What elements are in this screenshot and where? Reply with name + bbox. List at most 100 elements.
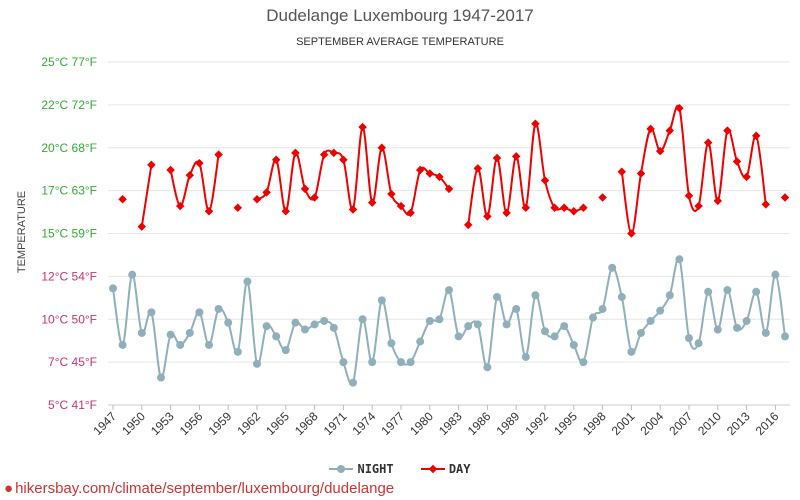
day-point	[204, 206, 214, 216]
night-point	[733, 323, 741, 332]
night-point	[713, 325, 722, 334]
map-pin-icon: ●	[4, 480, 14, 497]
day-point	[262, 188, 271, 197]
night-point	[464, 322, 473, 331]
day-point	[367, 198, 377, 207]
x-tick-label: 1995	[551, 409, 580, 438]
night-point	[272, 332, 281, 341]
x-tick-label: 1959	[206, 409, 235, 438]
day-point	[559, 203, 569, 213]
x-tick-label: 2004	[638, 409, 667, 438]
night-point	[637, 328, 645, 337]
night-point	[128, 270, 137, 279]
night-point	[521, 352, 530, 361]
day-point	[483, 212, 492, 221]
source-link[interactable]: ● hikersbay.com/climate/september/luxembo…	[4, 480, 394, 497]
night-point	[301, 325, 309, 334]
x-tick-label: 1977	[378, 409, 407, 438]
night-point	[502, 320, 511, 329]
day-point	[435, 172, 444, 182]
day-point	[569, 206, 579, 216]
night-point	[473, 320, 482, 329]
x-tick-label: 1992	[522, 409, 551, 438]
night-point	[339, 358, 348, 367]
day-point	[166, 165, 175, 175]
night-point	[608, 263, 617, 272]
x-tick-label: 1953	[148, 409, 177, 438]
day-point	[358, 122, 367, 132]
night-point	[147, 308, 156, 317]
night-point	[387, 339, 396, 348]
night-point	[569, 340, 578, 349]
x-tick-label: 1965	[263, 409, 292, 438]
night-point	[685, 334, 693, 343]
night-point	[531, 291, 540, 300]
night-point	[137, 328, 146, 337]
night-point	[291, 318, 300, 327]
night-point	[445, 286, 453, 295]
night-point	[627, 347, 636, 356]
day-series-line	[620, 104, 767, 235]
night-point	[598, 304, 607, 313]
night-point	[118, 340, 127, 349]
day-point	[550, 203, 559, 213]
day-series-line	[256, 126, 450, 216]
night-point	[185, 328, 194, 337]
night-point	[512, 304, 521, 313]
x-tick-label: 2010	[695, 409, 724, 438]
x-tick-label: 1989	[494, 409, 523, 438]
night-point	[454, 332, 463, 341]
legend-label-day: DAY	[448, 462, 471, 476]
night-point	[368, 358, 377, 367]
x-tick-label: 1986	[465, 409, 494, 438]
y-tick-label: 17°C 63°F	[41, 184, 97, 198]
day-point	[319, 150, 329, 159]
day-point	[684, 191, 694, 201]
day-point	[713, 196, 723, 206]
day-point	[425, 169, 435, 178]
night-point	[281, 346, 290, 355]
day-point	[348, 205, 358, 214]
night-point	[406, 358, 415, 367]
day-point	[175, 201, 185, 211]
day-point	[502, 208, 511, 218]
night-point	[704, 287, 713, 296]
legend-item-day[interactable]: DAY	[420, 462, 471, 476]
night-point	[483, 363, 492, 372]
x-tick-label: 2013	[724, 409, 753, 438]
night-point	[329, 323, 338, 332]
day-point	[118, 194, 127, 204]
legend-label-night: NIGHT	[357, 462, 394, 476]
legend-item-night[interactable]: NIGHT	[329, 462, 394, 476]
night-point	[109, 284, 117, 293]
day-point	[473, 164, 483, 173]
x-tick-label: 1950	[119, 409, 148, 438]
night-point	[579, 358, 588, 367]
night-point	[233, 347, 242, 356]
night-point	[617, 292, 626, 301]
x-tick-label: 1983	[436, 409, 465, 438]
day-point	[780, 193, 790, 202]
night-point	[358, 315, 367, 324]
night-point	[541, 327, 549, 336]
x-tick-label: 1962	[234, 409, 263, 438]
x-tick-label: 2016	[753, 409, 782, 438]
day-point	[492, 153, 502, 163]
x-tick-label: 1947	[90, 409, 119, 438]
y-tick-label: 25°C 77°F	[41, 55, 97, 69]
day-point	[579, 203, 588, 213]
night-point	[771, 270, 780, 279]
night-point	[425, 316, 434, 325]
night-point	[397, 358, 405, 367]
day-point	[598, 193, 607, 202]
night-point	[550, 332, 559, 341]
night-point	[166, 330, 175, 339]
day-point	[521, 203, 531, 213]
night-point	[742, 316, 751, 325]
night-line-icon	[329, 465, 354, 473]
day-point	[271, 155, 281, 164]
night-point	[157, 373, 165, 382]
day-line-icon	[420, 464, 445, 474]
night-point	[310, 320, 319, 329]
day-point	[540, 176, 550, 185]
